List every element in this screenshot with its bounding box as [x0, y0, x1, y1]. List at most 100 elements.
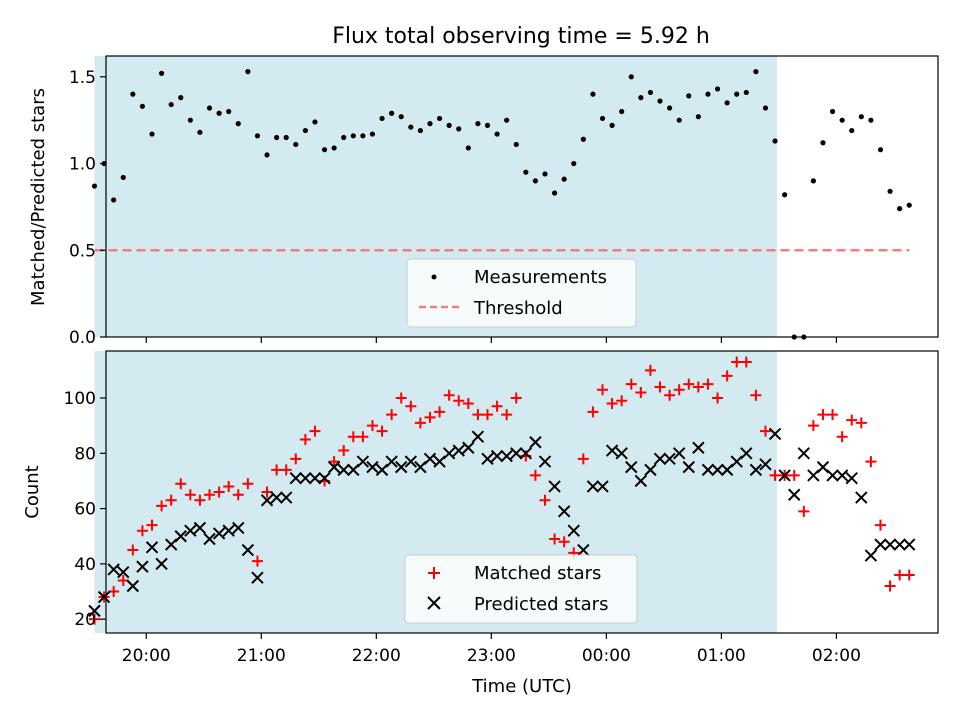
matched-star-point [558, 536, 570, 548]
predicted-star-point [826, 469, 839, 482]
matched-star-point [108, 586, 120, 598]
measurement-point [417, 127, 423, 134]
matched-star-point [673, 384, 685, 396]
legend-matched-marker [428, 567, 440, 579]
matched-star-point [299, 433, 311, 445]
predicted-star-point [107, 563, 120, 576]
matched-star-point [654, 381, 666, 393]
measurement-point [590, 91, 596, 97]
measurement-point [743, 89, 749, 96]
predicted-star-point [893, 538, 906, 551]
predicted-star-point [615, 447, 628, 460]
matched-star-point [807, 420, 819, 432]
measurement-point [139, 103, 146, 109]
measurement-point [877, 147, 884, 153]
predicted-star-point [663, 452, 676, 466]
bottom-axes-frame [105, 350, 939, 634]
predicted-star-point [299, 471, 312, 485]
predicted-star-point [462, 441, 475, 454]
predicted-star-point [117, 565, 130, 579]
predicted-star-point [395, 460, 408, 474]
measurement-point [360, 133, 366, 139]
matched-star-point [740, 356, 752, 368]
measurement-point [571, 160, 577, 167]
predicted-star-point [327, 460, 341, 474]
matched-star-point [692, 381, 704, 393]
measurement-point [724, 100, 730, 106]
measurement-point [149, 131, 155, 137]
measurement-point [561, 176, 567, 182]
predicted-star-point [289, 471, 302, 485]
predicted-star-point [155, 557, 168, 571]
measurement-point [408, 124, 414, 130]
measurement-point [274, 134, 280, 141]
matched-star-point [865, 456, 877, 468]
bottom-legend: Matched stars Predicted stars [404, 554, 638, 624]
predicted-star-point [260, 494, 274, 507]
matched-star-point [117, 574, 129, 586]
measurement-point [753, 69, 759, 75]
predicted-star-point [452, 444, 465, 457]
measurement-point [628, 74, 634, 80]
matched-star-point [750, 389, 762, 401]
predicted-star-point [835, 469, 849, 482]
measurement-point [772, 138, 778, 144]
predicted-star-point [596, 480, 609, 493]
predicted-star-point [232, 521, 245, 535]
measurement-point [283, 134, 289, 141]
matched-star-point [414, 417, 426, 429]
predicted-star-point [222, 524, 235, 537]
top-legend-box [406, 258, 637, 328]
measurement-point [551, 190, 558, 196]
predicted-star-point [768, 427, 782, 441]
x-tick-label: 01:00 [697, 646, 746, 666]
predicted-star-point [634, 474, 648, 488]
predicted-star-point [356, 455, 370, 468]
bottom-panel: 20 40 60 80 100 20:00 21:00 22:00 23:00 00:00 01:… [22, 350, 939, 697]
predicted-star-point [672, 447, 686, 460]
measurement-point [427, 121, 433, 127]
predicted-star-point [692, 441, 705, 454]
matched-star-point [462, 398, 474, 410]
measurement-point [465, 145, 471, 151]
matched-star-point [510, 392, 522, 404]
matched-star-point [271, 464, 283, 476]
matched-star-point [290, 453, 302, 465]
measurement-point [168, 101, 174, 108]
matched-star-point [874, 519, 886, 531]
matched-star-point [721, 370, 733, 382]
predicted-star-point [883, 538, 897, 551]
predicted-star-point [318, 471, 331, 485]
measurement-point [676, 117, 682, 123]
measurement-point [849, 127, 855, 134]
measurement-point [762, 105, 769, 111]
matched-star-point [635, 386, 647, 398]
chart-title: Flux total observing time = 5.92 h [332, 24, 710, 49]
predicted-star-point [605, 444, 619, 457]
measurement-point [619, 108, 625, 115]
bottom-legend-box [404, 554, 638, 624]
predicted-star-point [126, 579, 140, 593]
predicted-star-point [471, 430, 485, 443]
predicted-star-point [864, 549, 878, 562]
matched-star-point [184, 489, 196, 501]
x-tick-label: 21:00 [237, 646, 286, 666]
measurement-point [341, 134, 347, 141]
predicted-star-point [778, 469, 791, 482]
top-ytick-label: 1.5 [69, 68, 96, 88]
top-ytick-label: 0.0 [69, 328, 96, 348]
measurement-point [705, 91, 711, 97]
predicted-star-point [308, 471, 322, 485]
predicted-star-point [88, 604, 101, 618]
measurement-point [456, 126, 462, 132]
measurement-point [130, 91, 136, 97]
measurement-point [609, 122, 615, 128]
matched-star-point [894, 569, 906, 581]
measurement-point [897, 206, 903, 212]
predicted-star-point [490, 449, 504, 463]
matched-star-point [175, 478, 187, 490]
predicted-star-point [644, 463, 657, 477]
matched-star-point [539, 494, 551, 506]
measurement-point [494, 131, 500, 137]
bottom-ytick-label: 20 [74, 610, 96, 630]
